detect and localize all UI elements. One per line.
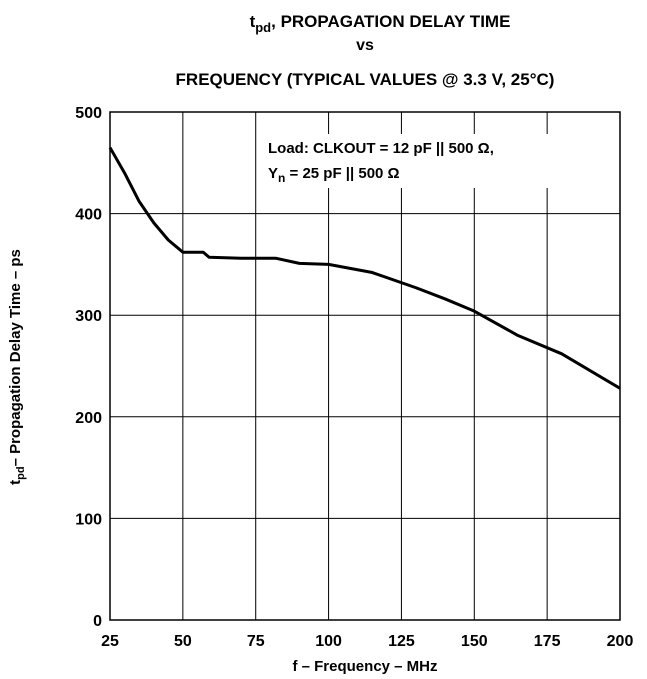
- x-axis-label: f – Frequency – MHz: [292, 658, 437, 675]
- y-axis-label: tpd– Propagation Delay Time – ps: [7, 249, 27, 485]
- y-tick-label: 400: [75, 207, 102, 224]
- x-tick-label: 200: [607, 633, 634, 650]
- annotation-subscript: n: [278, 171, 285, 185]
- y-label-subscript: pd: [15, 466, 27, 479]
- title-subscript: pd: [255, 20, 271, 35]
- x-tick-label: 150: [461, 633, 488, 650]
- y-tick-label: 500: [75, 105, 102, 122]
- y-tick-label: 300: [75, 308, 102, 325]
- x-tick-label: 100: [315, 633, 342, 650]
- annotation-line1: Load: CLKOUT = 12 pF || 500 Ω,: [268, 140, 494, 157]
- annotation-line2: Yn = 25 pF || 500 Ω: [268, 165, 400, 185]
- y-tick-label: 200: [75, 410, 102, 427]
- annotation-symbol: Y: [268, 165, 278, 182]
- chart-title-line2: vs: [356, 37, 374, 54]
- title-symbol: t: [250, 12, 256, 31]
- data-line: [108, 146, 621, 390]
- annotation-rest: = 25 pF || 500 Ω: [285, 165, 399, 182]
- y-label-text: – Propagation Delay Time – ps: [7, 249, 24, 466]
- x-tick-label: 75: [247, 633, 265, 650]
- y-label-symbol: t: [7, 480, 24, 485]
- x-tick-label: 50: [174, 633, 192, 650]
- plot-frame: [109, 111, 621, 621]
- x-tick-label: 125: [388, 633, 415, 650]
- chart-title-line3: FREQUENCY (TYPICAL VALUES @ 3.3 V, 25°C): [176, 70, 555, 89]
- annotation-bg: [258, 134, 598, 188]
- y-tick-label: 0: [93, 613, 102, 630]
- x-tick-label: 175: [534, 633, 561, 650]
- x-tick-label: 25: [101, 633, 119, 650]
- y-tick-label: 100: [75, 511, 102, 528]
- chart-title: tpd, PROPAGATION DELAY TIME: [250, 12, 511, 35]
- title-text: , PROPAGATION DELAY TIME: [271, 12, 510, 31]
